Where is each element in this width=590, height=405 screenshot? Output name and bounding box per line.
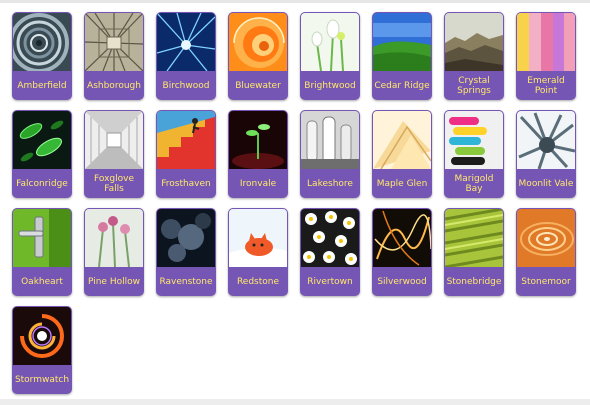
orange-shell-thumbnail	[229, 13, 287, 71]
rocky-landscape-thumbnail	[445, 13, 503, 71]
top-border	[0, 0, 590, 3]
tile-moonlit-vale[interactable]: Moonlit Vale	[516, 110, 576, 198]
blue-rays-thumbnail	[157, 13, 215, 71]
tile-ashborough[interactable]: Ashborough	[84, 12, 144, 100]
pink-plants-thumbnail	[85, 209, 143, 267]
white-flowers-thumbnail	[301, 13, 359, 71]
tile-label: Ravenstone	[159, 276, 213, 287]
white-corridor-thumbnail	[85, 111, 143, 169]
tile-label: Stonebridge	[446, 276, 502, 287]
spiral-tunnel-thumbnail	[13, 13, 71, 71]
tile-label: Brightwood	[304, 80, 356, 91]
tile-stonebridge[interactable]: Stonebridge	[444, 208, 504, 296]
tile-stonemoor[interactable]: Stonemoor	[516, 208, 576, 296]
tile-lakeshore[interactable]: Lakeshore	[300, 110, 360, 198]
spiky-object-thumbnail	[517, 111, 575, 169]
tile-amberfield[interactable]: Amberfield	[12, 12, 72, 100]
tile-label: Stormwatch	[14, 374, 70, 385]
colored-tubes-thumbnail	[445, 111, 503, 169]
tile-label: Moonlit Vale	[518, 178, 574, 189]
tile-cedar-ridge[interactable]: Cedar Ridge	[372, 12, 432, 100]
tile-label: Bluewater	[235, 80, 281, 91]
green-hills-thumbnail	[373, 13, 431, 71]
tile-falconridge[interactable]: Falconridge	[12, 110, 72, 198]
color-blur-thumbnail	[517, 13, 575, 71]
tile-label: Foxglove Falls	[94, 173, 134, 194]
tile-label: Frosthaven	[161, 178, 211, 189]
dark-sprout-thumbnail	[229, 111, 287, 169]
stairs-figures-thumbnail	[157, 111, 215, 169]
light-trails-thumbnail	[373, 209, 431, 267]
tile-label: Oakheart	[21, 276, 63, 287]
tile-bluewater[interactable]: Bluewater	[228, 12, 288, 100]
orange-ripples-thumbnail	[517, 209, 575, 267]
tile-label: Maple Glen	[376, 178, 428, 189]
tile-stormwatch[interactable]: Stormwatch	[12, 306, 72, 394]
cage-perspective-thumbnail	[85, 13, 143, 71]
tile-label: Ironvale	[239, 178, 277, 189]
tile-maple-glen[interactable]: Maple Glen	[372, 110, 432, 198]
swirl-vortex-thumbnail	[13, 307, 71, 365]
tile-label: Stonemoor	[521, 276, 571, 287]
tile-silverwood[interactable]: Silverwood	[372, 208, 432, 296]
green-grass-thumbnail	[445, 209, 503, 267]
tile-label: Marigold Bay	[454, 173, 494, 194]
daisy-pattern-thumbnail	[301, 209, 359, 267]
tile-crystal-springs[interactable]: Crystal Springs	[444, 12, 504, 100]
tile-pine-hollow[interactable]: Pine Hollow	[84, 208, 144, 296]
red-cat-thumbnail	[229, 209, 287, 267]
tile-label: Crystal Springs	[457, 75, 491, 96]
tile-redstone[interactable]: Redstone	[228, 208, 288, 296]
door-handle-thumbnail	[13, 209, 71, 267]
tile-oakheart[interactable]: Oakheart	[12, 208, 72, 296]
tile-label: Cedar Ridge	[374, 80, 430, 91]
cream-abstract-thumbnail	[373, 111, 431, 169]
tile-label: Falconridge	[16, 178, 68, 189]
tile-ironvale[interactable]: Ironvale	[228, 110, 288, 198]
green-cells-thumbnail	[13, 111, 71, 169]
tile-label: Silverwood	[377, 276, 427, 287]
tile-brightwood[interactable]: Brightwood	[300, 12, 360, 100]
tile-label: Redstone	[236, 276, 280, 287]
tile-emerald-point[interactable]: Emerald Point	[516, 12, 576, 100]
horizontal-scrollbar[interactable]	[0, 399, 590, 405]
tile-ravenstone[interactable]: Ravenstone	[156, 208, 216, 296]
glass-figures-thumbnail	[301, 111, 359, 169]
tile-marigold-bay[interactable]: Marigold Bay	[444, 110, 504, 198]
tile-rivertown[interactable]: Rivertown	[300, 208, 360, 296]
tile-foxglove-falls[interactable]: Foxglove Falls	[84, 110, 144, 198]
tile-label: Rivertown	[307, 276, 353, 287]
tile-label: Ashborough	[87, 80, 141, 91]
tile-birchwood[interactable]: Birchwood	[156, 12, 216, 100]
tile-label: Lakeshore	[307, 178, 353, 189]
dark-foliage-thumbnail	[157, 209, 215, 267]
tile-label: Pine Hollow	[88, 276, 140, 287]
tile-label: Emerald Point	[527, 75, 565, 96]
tile-frosthaven[interactable]: Frosthaven	[156, 110, 216, 198]
tile-label: Amberfield	[17, 80, 67, 91]
tile-label: Birchwood	[162, 80, 210, 91]
